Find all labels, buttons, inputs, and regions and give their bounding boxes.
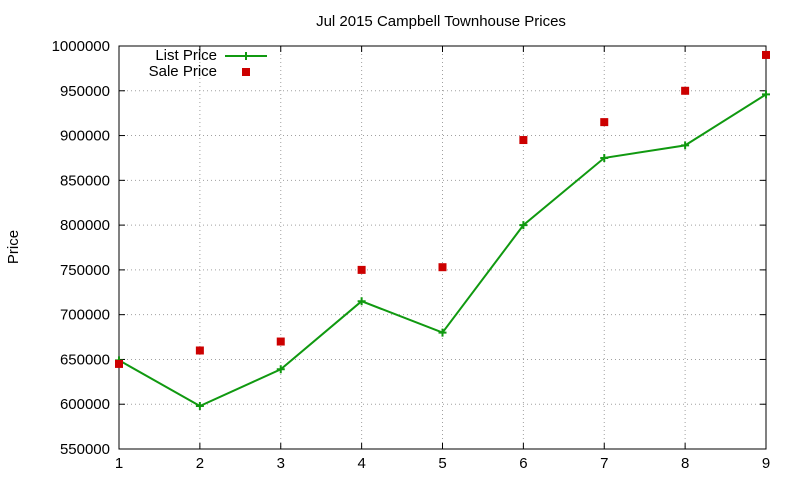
x-tick-label: 5 <box>438 455 446 472</box>
axis-ticks: 550000 600000 650000 700000 750000 800000 8500… <box>52 38 771 472</box>
series-layer <box>115 50 770 411</box>
x-tick-label: 6 <box>519 455 527 472</box>
y-tick-label: 1000000 <box>52 38 110 55</box>
legend-square-marker <box>242 68 250 76</box>
sale-price-point <box>519 136 528 145</box>
list-price-point <box>195 402 204 411</box>
sale-price-point <box>762 50 770 59</box>
sale-price-point <box>276 337 285 346</box>
y-tick-label: 900000 <box>60 128 110 145</box>
x-tick-label: 2 <box>196 455 204 472</box>
list-price-point <box>357 297 366 306</box>
sale-price-point <box>600 118 609 127</box>
x-tick-label: 9 <box>762 455 770 472</box>
y-tick-label: 950000 <box>60 83 110 100</box>
list-price-point <box>762 90 770 99</box>
legend: List Price Sale Price <box>149 47 267 80</box>
list-price-point <box>681 141 690 150</box>
y-tick-label: 850000 <box>60 172 110 189</box>
x-tick-label: 7 <box>600 455 608 472</box>
x-tick-label: 1 <box>115 455 123 472</box>
y-tick-label: 800000 <box>60 217 110 234</box>
y-tick-label: 700000 <box>60 307 110 324</box>
legend-label-list-price: List Price <box>155 47 217 64</box>
list-price-point <box>600 153 609 162</box>
list-price-point <box>519 221 528 230</box>
y-tick-label: 600000 <box>60 396 110 413</box>
sale-price-point <box>115 359 123 368</box>
legend-plus-marker <box>242 52 250 60</box>
sale-price-point <box>195 346 204 355</box>
list-price-point <box>276 365 285 374</box>
sale-price-point <box>438 263 447 272</box>
chart-title: Jul 2015 Campbell Townhouse Prices <box>316 13 566 30</box>
y-tick-label: 750000 <box>60 262 110 279</box>
sale-price-point <box>681 86 690 95</box>
sale-price-point <box>357 265 366 274</box>
x-tick-label: 8 <box>681 455 689 472</box>
x-tick-label: 3 <box>277 455 285 472</box>
grid <box>119 46 766 449</box>
list-price-point <box>438 328 447 337</box>
y-tick-label: 550000 <box>60 441 110 458</box>
legend-label-sale-price: Sale Price <box>149 63 217 80</box>
x-tick-label: 4 <box>357 455 365 472</box>
y-axis-label: Price <box>5 230 22 264</box>
y-tick-label: 650000 <box>60 351 110 368</box>
